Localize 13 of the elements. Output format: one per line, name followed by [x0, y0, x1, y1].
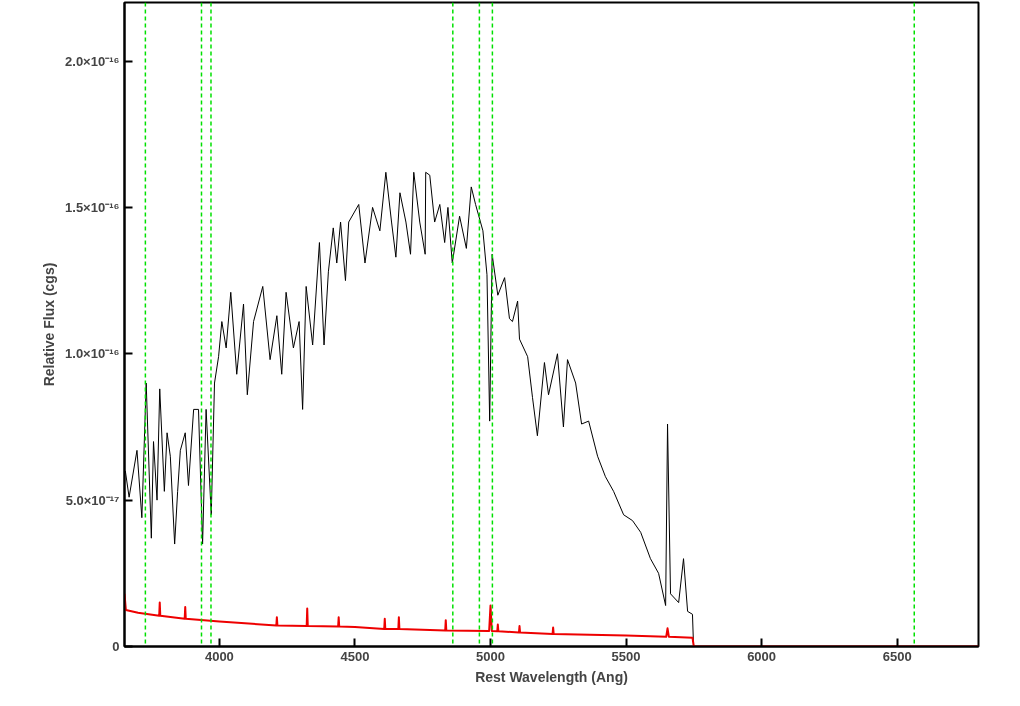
y-tick-label: 5.0×10⁻¹⁷ [65, 492, 120, 508]
y-axis-title: Relative Flux (cgs) [41, 262, 58, 387]
x-tick-label: 5000 [476, 648, 505, 664]
y-tick-label: 2.0×10⁻¹⁶ [65, 53, 120, 69]
x-tick-label: 4500 [340, 648, 370, 664]
x-tick-label: 4000 [204, 648, 234, 664]
x-axis-title: Rest Wavelength (Ang) [475, 668, 628, 685]
x-tick-label: 6500 [882, 648, 912, 664]
y-tick-label: 0 [112, 639, 120, 654]
x-tick-label: 5500 [611, 648, 641, 664]
x-tick-label: 6000 [747, 648, 777, 664]
y-tick-label: 1.0×10⁻¹⁶ [65, 346, 120, 362]
y-tick-label: 1.5×10⁻¹⁶ [65, 199, 120, 215]
